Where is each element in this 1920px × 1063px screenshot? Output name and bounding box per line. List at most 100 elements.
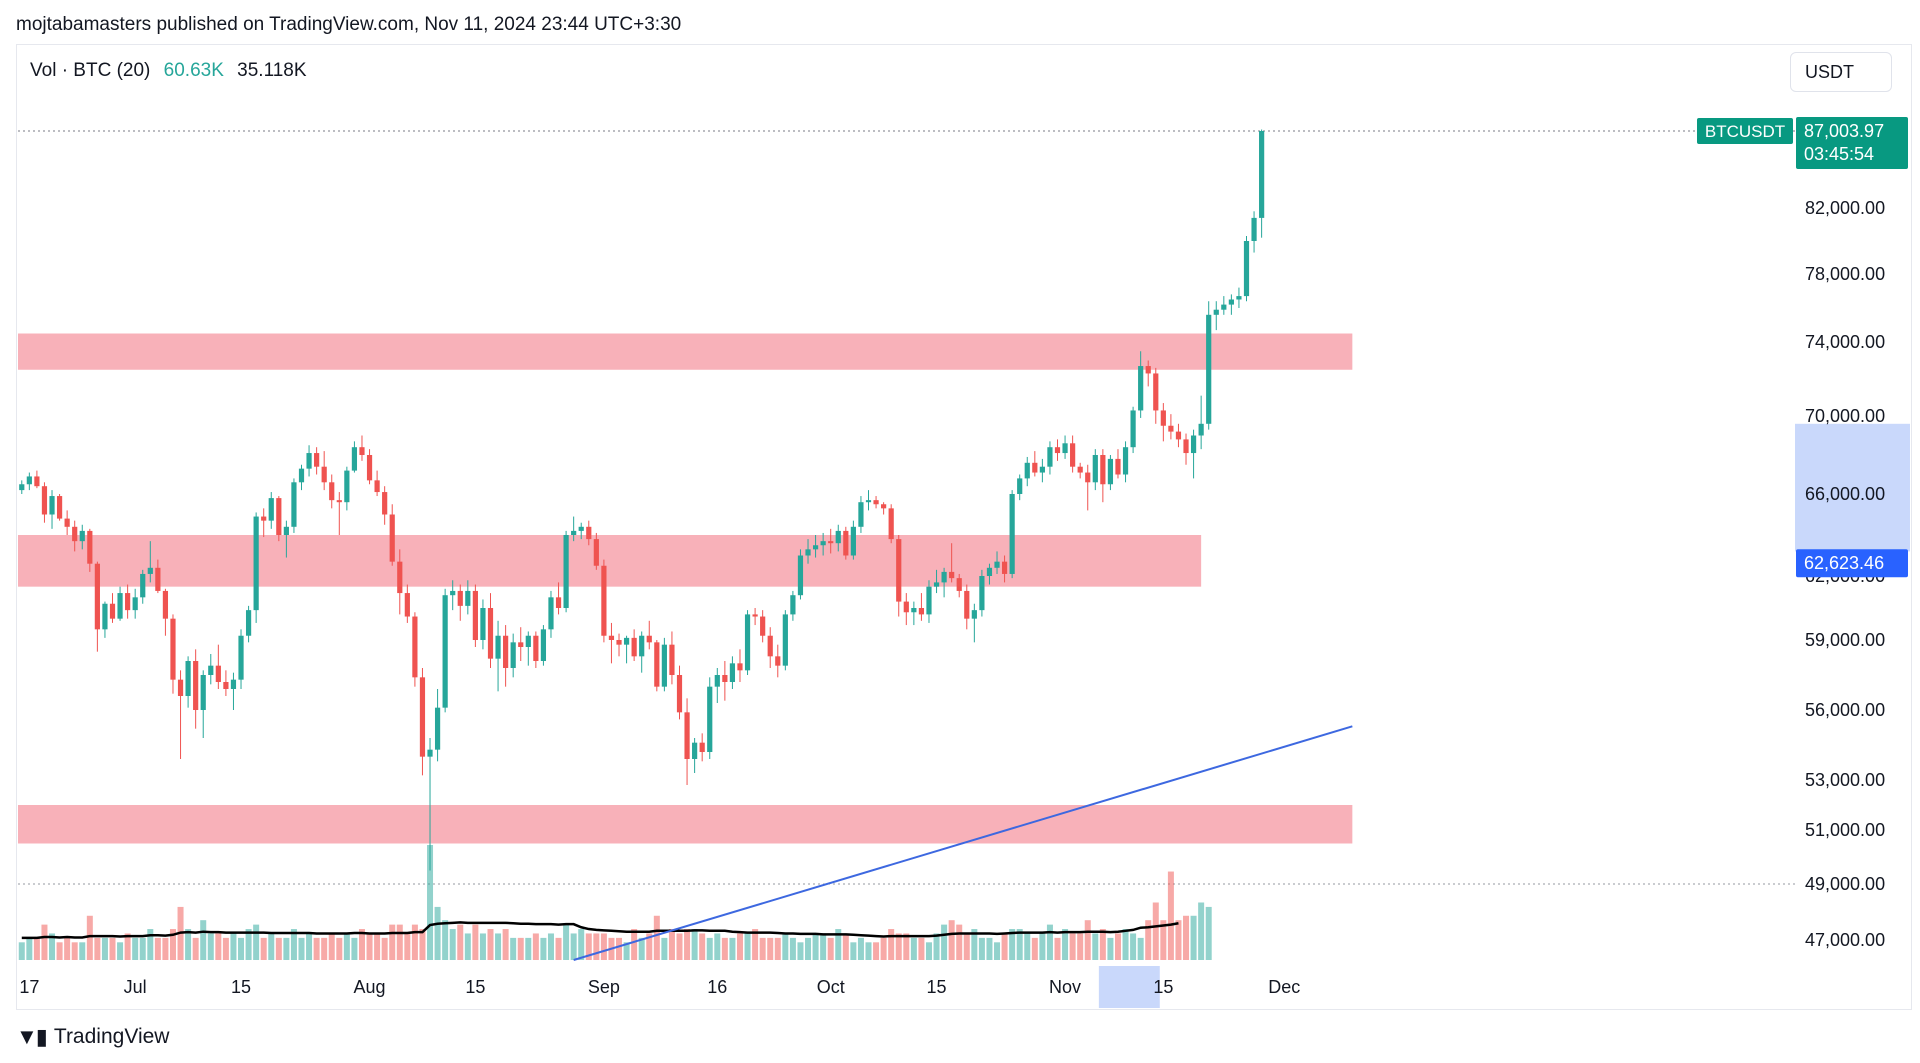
published-header: mojtabamasters published on TradingView.… (16, 14, 682, 35)
volume-bar (903, 933, 910, 960)
candle-body (843, 530, 849, 556)
candle-body (1221, 304, 1227, 310)
volume-bar (374, 933, 381, 960)
candle-body (268, 498, 274, 521)
candle-body (881, 504, 887, 509)
candle-body (389, 514, 395, 562)
volume-bar (230, 933, 237, 960)
footer-brand[interactable]: ▼▮ TradingView (16, 1024, 169, 1050)
volume-bar (358, 929, 365, 960)
volume-bar (185, 929, 192, 960)
x-tick-label: 17 (19, 977, 39, 997)
candle-body (1122, 447, 1129, 475)
volume-bar (381, 937, 388, 960)
candle-body (1190, 435, 1197, 454)
volume-bar (797, 942, 804, 960)
time-axis-highlight (1098, 966, 1160, 1008)
candle-body (1001, 561, 1008, 574)
candle-body (412, 616, 418, 678)
volume-bar (782, 933, 789, 960)
volume-bar (464, 933, 471, 960)
candle-body (359, 447, 365, 455)
candle-body (162, 590, 169, 619)
volume-bar (479, 933, 486, 960)
symbol-tag-label: BTCUSDT (1705, 122, 1785, 141)
volume-bar (396, 924, 403, 960)
candle-body (1160, 410, 1166, 426)
candle-body (699, 742, 705, 752)
volume-bar (86, 915, 93, 960)
candle-body (87, 530, 93, 564)
candle-body (918, 608, 925, 615)
candle-body (533, 635, 539, 661)
candle-body (896, 539, 902, 602)
y-tick-label: 82,000.00 (1805, 198, 1885, 218)
volume-bar (623, 942, 630, 960)
candle-body (518, 642, 524, 647)
volume-bar (888, 929, 895, 960)
candle-body (1153, 373, 1159, 411)
candle-body (593, 539, 599, 566)
candle-body (117, 593, 123, 619)
volume-bar (547, 933, 554, 960)
volume-bar (812, 933, 819, 960)
volume-bar (434, 906, 441, 960)
candle-body (1206, 314, 1212, 424)
volume-ma-value: 60.63K (163, 60, 224, 81)
candle-body (578, 526, 584, 531)
volume-bar (245, 929, 252, 960)
candle-body (586, 526, 592, 540)
volume-bar (56, 942, 63, 960)
candle-body (797, 555, 804, 596)
candle-body (155, 567, 161, 591)
volume-bar (442, 920, 449, 960)
volume-bar (495, 933, 502, 960)
candle-body (752, 614, 758, 617)
x-tick-label: 15 (927, 977, 947, 997)
candle-body (1107, 458, 1114, 485)
volume-legend-label: Vol · BTC (20) (30, 60, 151, 81)
symbol-tag (1697, 118, 1793, 144)
volume-bar (117, 942, 124, 960)
volume-bar (850, 942, 857, 960)
currency-button[interactable]: USDT (1790, 52, 1892, 92)
volume-bar (1183, 915, 1190, 960)
candle-body (1017, 478, 1023, 494)
y-tick-label: 59,000.00 (1805, 630, 1885, 650)
volume-bar (835, 929, 842, 960)
candle-body (1009, 494, 1015, 574)
candle-body (419, 677, 426, 757)
volume-bar (306, 933, 313, 960)
candle-body (1062, 443, 1068, 454)
candle-body (1085, 472, 1091, 483)
volume-bar (517, 937, 524, 960)
volume-bar (33, 937, 40, 960)
candle-body (34, 476, 40, 487)
candle-body (707, 686, 713, 752)
candle-body (1024, 462, 1030, 479)
candle-body (1251, 217, 1257, 241)
volume-bar (283, 937, 290, 960)
x-tick-label: Nov (1049, 977, 1081, 997)
volume-bar (200, 920, 207, 960)
y-tick-label: 49,000.00 (1805, 874, 1885, 894)
volume-bar (1122, 929, 1129, 960)
zone-rect-1 (18, 535, 1202, 587)
candle-body (729, 663, 736, 682)
volume-bar (260, 937, 267, 960)
volume-bar (714, 933, 721, 960)
candle-body (1130, 410, 1136, 448)
candle-body (253, 516, 259, 611)
candle-body (1039, 466, 1045, 473)
candle-body (684, 712, 690, 759)
volume-bar (1046, 924, 1053, 960)
volume-bar (563, 924, 570, 960)
y-tick-label: 51,000.00 (1805, 820, 1885, 840)
volume-bar (510, 937, 517, 960)
volume-legend[interactable]: Vol · BTC (20) 60.63K 35.118K (30, 60, 307, 82)
candle-body (540, 629, 547, 661)
volume-bar (457, 924, 464, 960)
volume-bar (1130, 933, 1137, 960)
volume-bar (147, 929, 154, 960)
